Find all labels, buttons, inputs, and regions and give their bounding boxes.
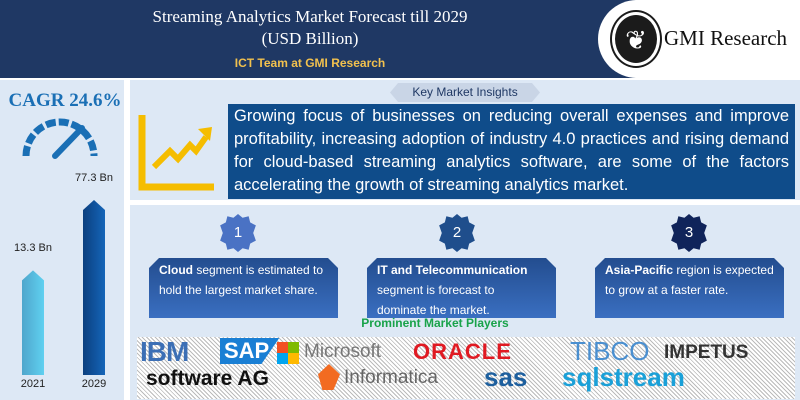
highlight-bold: IT and Telecommunication [377,263,528,277]
title-line-1: Streaming Analytics Market Forecast till… [152,7,468,26]
key-market-insights-label: Key Market Insights [390,83,540,102]
growth-chart-icon [138,115,214,191]
page-title: Streaming Analytics Market Forecast till… [0,6,620,50]
highlight-text: region is expected to grow at a faster r… [605,263,774,297]
bar-value-label: 13.3 Bn [14,242,52,255]
market-players-title: Prominent Market Players [361,316,509,330]
insight-text: Growing focus of businesses on reducing … [228,104,795,199]
informatica-logo: Informatica [344,367,438,388]
sas-logo: sas [484,362,528,392]
informatica-logo-icon [318,364,340,390]
logo-text: GMI Research [664,26,788,50]
highlight-text: segment is forecast to dominate the mark… [377,283,495,317]
team-credit: ICT Team at GMI Research [234,56,386,70]
highlight-card-it-telecom: IT and Telecommunication segment is fore… [367,258,556,318]
bar-year-label: 2029 [81,378,107,390]
highlight-text: segment is estimated to hold the largest… [159,263,324,297]
impetus-logo: IMPETUS [664,342,749,363]
sap-logo: SAP [220,338,280,364]
bar-2029 [83,200,105,375]
bar-2021 [22,270,44,375]
highlight-bold: Cloud [159,263,193,277]
gmi-logo-icon: ❦ [612,12,660,66]
ibm-logo: IBM [140,336,189,367]
market-size-panel [0,80,126,400]
tibco-logo: TIBCO [570,336,650,366]
microsoft-logo-icon [277,342,299,364]
divider [130,200,800,205]
sqlstream-logo: sqlstream [562,362,685,392]
speedometer-icon [22,118,98,159]
bar-value-label: 77.3 Bn [75,172,113,184]
bar-year-label: 2021 [20,378,46,390]
highlight-card-cloud: Cloud segment is estimated to hold the l… [149,258,338,318]
highlight-bold: Asia-Pacific [605,263,674,277]
highlight-card-asia-pacific: Asia-Pacific region is expected to grow … [595,258,784,318]
microsoft-logo: Microsoft [304,341,382,362]
title-line-2: (USD Billion) [261,29,359,48]
oracle-logo: ORACLE [413,339,512,364]
software-ag-logo: software AG [146,367,269,390]
cagr-value: CAGR 24.6% [8,90,122,111]
